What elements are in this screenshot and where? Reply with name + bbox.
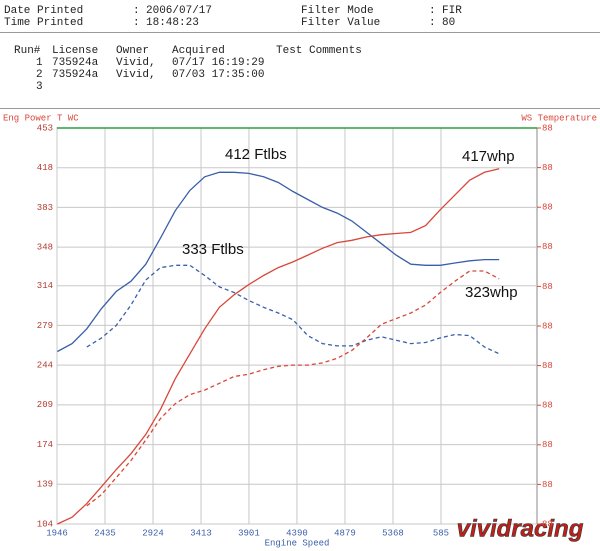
y2-tick-label: 88: [542, 480, 553, 490]
x-tick-label: 2435: [94, 528, 116, 538]
x-tick-label: 3413: [190, 528, 212, 538]
annotation: 417whp: [462, 148, 515, 165]
y2-axis-label: WS Temperature: [521, 113, 597, 123]
column-header: Run#: [14, 45, 41, 57]
column-header: Owner: [116, 45, 150, 57]
series-line: [86, 264, 500, 355]
colon: :: [429, 5, 436, 17]
value: 2006/07/17: [146, 5, 213, 17]
y2-tick-label: 88: [542, 519, 553, 529]
y2-tick-label: 88: [542, 440, 553, 450]
y2-tick-label: 88: [542, 163, 553, 173]
colon: :: [133, 17, 140, 29]
series-line: [86, 270, 500, 507]
colon: :: [429, 17, 436, 29]
y-tick-label: 279: [37, 321, 53, 331]
value: FIR: [442, 5, 462, 17]
y2-tick-label: 88: [542, 282, 553, 292]
cell: 2: [36, 69, 43, 81]
cell: 07/03 17:35:00: [172, 69, 265, 81]
x-tick-label: 5368: [382, 528, 404, 538]
logo: vividracing: [457, 515, 584, 542]
y2-tick-label: 88: [542, 321, 553, 331]
x-tick-label: 2924: [142, 528, 164, 538]
cell: 735924a: [52, 57, 99, 69]
y-tick-label: 453: [37, 123, 53, 133]
column-header: License: [52, 45, 99, 57]
colon: :: [133, 5, 140, 17]
value: 80: [442, 17, 456, 29]
y-tick-label: 139: [37, 480, 53, 490]
y-tick-label: 383: [37, 203, 53, 213]
cell: Vivid,: [116, 69, 156, 81]
cell: 735924a: [52, 69, 99, 81]
cell: 3: [36, 81, 43, 93]
y-tick-label: 348: [37, 243, 53, 253]
value: 18:48:23: [146, 17, 199, 29]
y-axis-label: Eng Power T WC: [3, 113, 79, 123]
series-line: [57, 171, 500, 353]
annotation: 333 Ftlbs: [182, 241, 244, 258]
cell: Vivid,: [116, 57, 156, 69]
annotation: 323whp: [465, 284, 518, 301]
y2-tick-label: 88: [542, 242, 553, 252]
x-tick-label: 1946: [46, 528, 68, 538]
y2-tick-label: 88: [542, 401, 553, 411]
x-tick-label: 585: [433, 528, 449, 538]
y2-tick-label: 88: [542, 123, 553, 133]
rule: [0, 108, 600, 109]
label: Date Printed: [4, 5, 84, 17]
y-tick-label: 244: [37, 361, 53, 371]
rule: [0, 32, 600, 33]
cell: 07/17 16:19:29: [172, 57, 265, 69]
y2-tick-label: 88: [542, 203, 553, 213]
series-line: [57, 168, 500, 525]
label: Time Printed: [4, 17, 84, 29]
cell: 1: [36, 57, 43, 69]
y-tick-label: 104: [37, 519, 53, 529]
y-tick-label: 174: [37, 440, 53, 450]
x-tick-label: 3901: [238, 528, 260, 538]
label: Filter Mode: [301, 5, 374, 17]
y-tick-label: 418: [37, 163, 53, 173]
label: Filter Value: [301, 17, 381, 29]
y-tick-label: 314: [37, 281, 53, 291]
annotation: 412 Ftlbs: [225, 146, 287, 163]
y-tick-label: 209: [37, 400, 53, 410]
column-header: Test Comments: [276, 45, 362, 57]
x-tick-label: 4879: [334, 528, 356, 538]
y2-tick-label: 88: [542, 361, 553, 371]
x-tick-label: 4390: [286, 528, 308, 538]
column-header: Acquired: [172, 45, 225, 57]
x-axis-label: Engine Speed: [265, 538, 330, 548]
